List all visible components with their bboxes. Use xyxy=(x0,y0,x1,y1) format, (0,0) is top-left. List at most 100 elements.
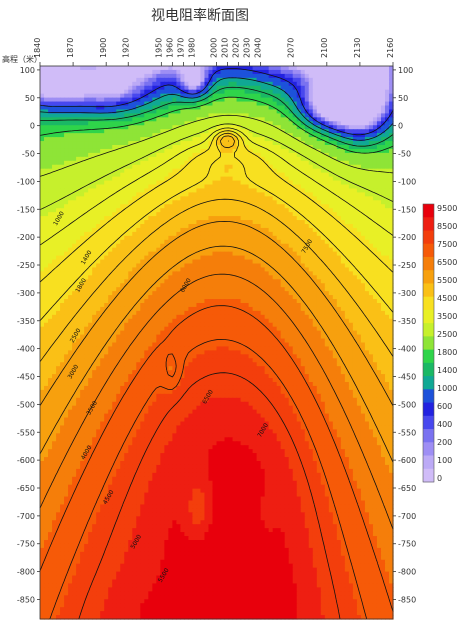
heat-cell xyxy=(368,160,374,166)
heat-cell xyxy=(212,168,218,174)
heat-cell xyxy=(60,77,65,83)
heat-cell xyxy=(84,81,89,87)
heat-cell xyxy=(304,231,310,237)
heat-cell xyxy=(204,200,210,205)
heat-cell xyxy=(220,85,226,91)
heat-cell xyxy=(160,172,165,178)
heat-cell xyxy=(228,192,234,197)
heat-cell xyxy=(56,66,61,71)
heat-cell xyxy=(128,192,133,197)
heat-cell xyxy=(228,109,234,114)
heat-cell xyxy=(240,176,246,182)
heat-cell xyxy=(272,109,278,114)
heat-cell xyxy=(296,113,302,118)
heat-cell xyxy=(176,152,181,158)
heat-cell xyxy=(124,267,129,272)
heat-cell xyxy=(68,200,73,205)
heat-cell xyxy=(40,69,45,75)
heat-cell xyxy=(180,141,186,146)
heat-cell xyxy=(388,121,394,126)
heat-cell xyxy=(76,148,81,154)
heat-cell xyxy=(136,137,141,142)
heat-cell xyxy=(296,97,302,103)
heat-cell xyxy=(300,208,306,213)
heat-cell xyxy=(248,93,254,99)
heat-cell xyxy=(168,283,173,288)
heat-cell xyxy=(272,287,278,292)
heat-cell xyxy=(380,66,386,71)
heat-cell xyxy=(352,172,358,178)
heat-cell xyxy=(88,172,93,178)
heat-cell xyxy=(188,152,194,158)
heat-cell xyxy=(352,216,358,221)
heat-cell xyxy=(64,267,69,272)
heat-cell xyxy=(364,227,370,233)
heat-cell xyxy=(360,204,366,209)
heat-cell xyxy=(352,77,358,83)
heat-cell xyxy=(144,148,149,154)
heat-cell xyxy=(380,69,386,75)
heat-cell xyxy=(368,239,374,245)
heat-cell xyxy=(100,145,105,150)
heat-cell xyxy=(204,235,210,241)
heat-cell xyxy=(212,77,218,83)
heat-cell xyxy=(176,224,181,229)
heat-cell xyxy=(248,125,254,130)
heat-cell xyxy=(140,275,145,280)
heat-cell xyxy=(276,212,282,217)
heat-cell xyxy=(224,216,230,221)
heat-cell xyxy=(256,93,262,99)
heat-cell xyxy=(124,109,129,114)
heat-cell xyxy=(292,188,298,193)
heat-cell xyxy=(232,117,238,122)
heat-cell xyxy=(264,192,270,197)
heat-cell xyxy=(376,69,382,75)
heat-cell xyxy=(312,287,318,292)
heat-cell xyxy=(256,89,262,95)
heat-cell xyxy=(208,279,214,284)
heat-cell xyxy=(336,184,342,190)
heat-cell xyxy=(336,129,342,134)
heat-cell xyxy=(68,231,73,237)
heat-cell xyxy=(388,152,394,158)
heat-cell xyxy=(368,93,374,99)
heat-cell xyxy=(248,220,254,225)
heat-cell xyxy=(112,164,117,170)
heat-cell xyxy=(260,113,266,118)
heat-cell xyxy=(304,283,310,288)
heat-cell xyxy=(344,212,350,217)
heat-cell xyxy=(292,109,298,114)
heat-cell xyxy=(152,231,157,237)
heat-cell xyxy=(288,263,294,269)
heat-cell xyxy=(184,212,190,217)
heat-cell xyxy=(352,196,358,201)
heat-cell xyxy=(76,279,81,284)
heat-cell xyxy=(148,204,153,209)
heat-cell xyxy=(84,283,89,288)
heat-cell xyxy=(388,77,394,83)
heat-cell xyxy=(380,192,386,197)
heat-cell xyxy=(296,247,302,253)
heat-cell xyxy=(320,89,326,95)
heat-cell xyxy=(384,235,390,241)
heat-cell xyxy=(112,255,117,261)
heat-cell xyxy=(80,133,85,138)
heat-cell xyxy=(48,200,53,205)
heat-cell xyxy=(60,105,65,111)
heat-cell xyxy=(208,113,214,118)
heat-cell xyxy=(324,192,330,197)
heat-cell xyxy=(200,239,206,245)
heat-cell xyxy=(200,160,206,166)
heat-cell xyxy=(252,101,258,107)
heat-cell xyxy=(184,117,190,122)
heat-cell xyxy=(376,208,382,213)
heat-cell xyxy=(116,66,121,71)
heat-cell xyxy=(224,251,230,257)
heat-cell xyxy=(248,109,254,114)
heat-cell xyxy=(48,121,53,126)
heat-cell xyxy=(220,212,226,217)
heat-cell xyxy=(364,129,370,134)
heat-cell xyxy=(276,93,282,99)
heat-cell xyxy=(160,121,165,126)
heat-cell xyxy=(184,89,190,95)
